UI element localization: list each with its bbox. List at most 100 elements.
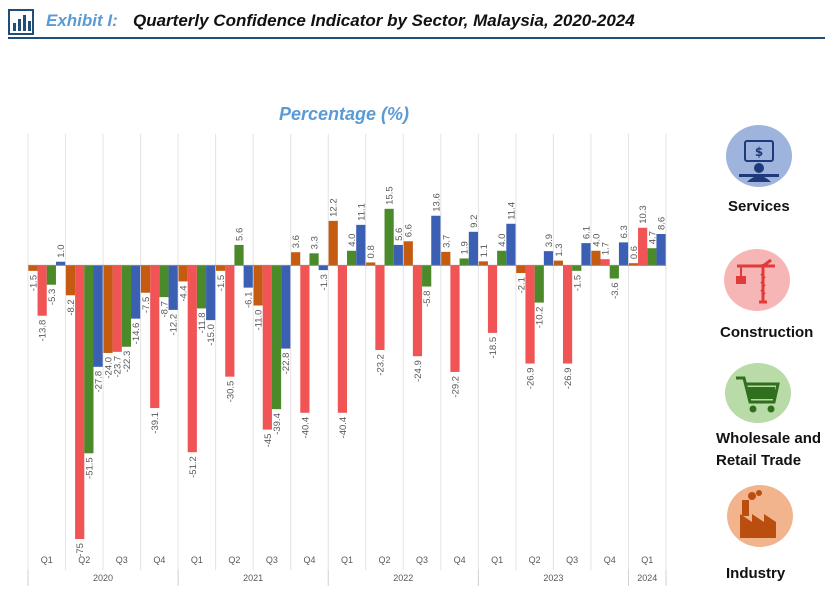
svg-text:$: $ [755,145,763,159]
bar-wholesale-and-retail-trade [271,265,282,410]
data-label: -40.4 [338,417,349,439]
bar-services [281,265,291,349]
bar-industry [253,265,263,306]
bar-industry [553,260,563,266]
bar-wholesale-and-retail-trade [422,265,432,287]
bar-industry [366,262,376,266]
data-label: -40.4 [300,417,311,439]
bar-services [468,231,478,266]
bar-construction [638,227,648,266]
bar-construction [487,265,498,333]
bar-industry [441,251,451,266]
data-label: 1.1 [479,244,490,257]
data-label: 4.7 [647,231,658,244]
data-label: -39.1 [150,412,161,434]
bar-industry [216,265,226,271]
x-tick-label: Q2 [78,555,90,565]
bar-industry [328,220,338,266]
data-label: 3.3 [310,236,321,249]
data-label: -75 [75,543,86,557]
bar-services [431,215,441,266]
data-label: -3.6 [610,283,621,299]
data-label: 12.2 [329,198,340,217]
bar-industry [478,261,488,266]
bar-services [356,224,366,266]
services-icon: $ [726,125,792,187]
data-label: -22.8 [281,353,292,375]
data-label: 8.6 [657,217,668,230]
bar-services [618,242,629,266]
data-label: -18.5 [488,337,499,359]
legend-label-construction: Construction [720,324,814,341]
data-label: -11.0 [254,310,265,331]
x-tick-label: Q1 [491,555,503,565]
data-label: -8.7 [159,301,170,317]
exhibit-header: Exhibit I: Quarterly Confidence Indicato… [0,0,837,40]
bar-industry [291,252,301,266]
data-label: 9.2 [469,215,480,228]
data-label: -24.0 [104,357,115,379]
bar-construction [300,265,310,413]
x-tick-label: Q4 [454,555,466,565]
data-label: -1.5 [216,275,227,291]
year-group-label: 2023 [543,573,563,583]
x-tick-label: Q1 [191,555,203,565]
bar-industry [178,265,188,282]
data-label: 1.0 [56,245,67,258]
bar-construction [187,265,197,453]
year-group-label: 2022 [393,573,413,583]
bar-construction [75,265,85,540]
bar-construction [450,265,460,372]
year-group-label: 2021 [243,573,263,583]
data-label: 1.9 [460,241,471,254]
bar-wholesale-and-retail-trade [347,250,357,266]
exhibit-title: Quarterly Confidence Indicator by Sector… [133,11,635,30]
data-label: 4.0 [591,234,602,247]
bar-industry [140,265,151,293]
bar-services [581,243,591,266]
data-label: -15.0 [206,324,217,346]
bar-chart: -1.5 -8.2 -24.0 -7.5 -4.4 -1.5 -11.0 3.6 12.2 0.8… [27,134,668,586]
bar-services [243,265,253,288]
x-tick-label: Q4 [153,555,165,565]
exhibit-label: Exhibit I: [46,11,118,30]
data-label: 11.1 [356,203,367,221]
bar-services [506,223,516,266]
bar-construction [150,265,160,409]
bar-industry [65,265,76,296]
bar-industry [628,263,639,266]
bar-wholesale-and-retail-trade [234,244,244,266]
data-label: 6.1 [581,226,592,239]
data-label: -7.5 [141,297,152,313]
bar-industry [103,265,113,353]
legend-swatch-construction [724,249,790,311]
bar-services [93,265,103,367]
legend-label-wholesale: Wholesale and Retail Trade [716,428,821,472]
bar-construction [37,265,47,316]
data-label: 11.4 [506,202,517,220]
factory-icon [727,485,793,547]
bar-wholesale-and-retail-trade [46,265,56,285]
data-label: -5.8 [422,291,433,307]
bar-services [168,265,178,310]
data-label: 1.7 [601,242,612,255]
data-label: -39.4 [272,413,283,435]
bar-services [393,244,403,266]
data-label: -23.7 [113,356,124,378]
x-tick-label: Q3 [416,555,428,565]
x-tick-label: Q4 [604,555,616,565]
bar-construction [412,265,423,357]
x-tick-label: Q2 [529,555,541,565]
data-label: 10.3 [638,205,649,224]
bar-services [656,233,666,266]
year-group-label: 2024 [637,573,657,583]
data-label: 3.6 [291,235,302,248]
bar-wholesale-and-retail-trade [84,265,94,454]
bar-construction [262,265,272,430]
bar-construction [225,265,235,377]
x-tick-label: Q4 [303,555,315,565]
data-label: 15.5 [385,186,396,205]
bar-wholesale-and-retail-trade [647,248,657,266]
data-label: 3.7 [441,235,452,248]
legend-swatch-services [726,125,792,187]
